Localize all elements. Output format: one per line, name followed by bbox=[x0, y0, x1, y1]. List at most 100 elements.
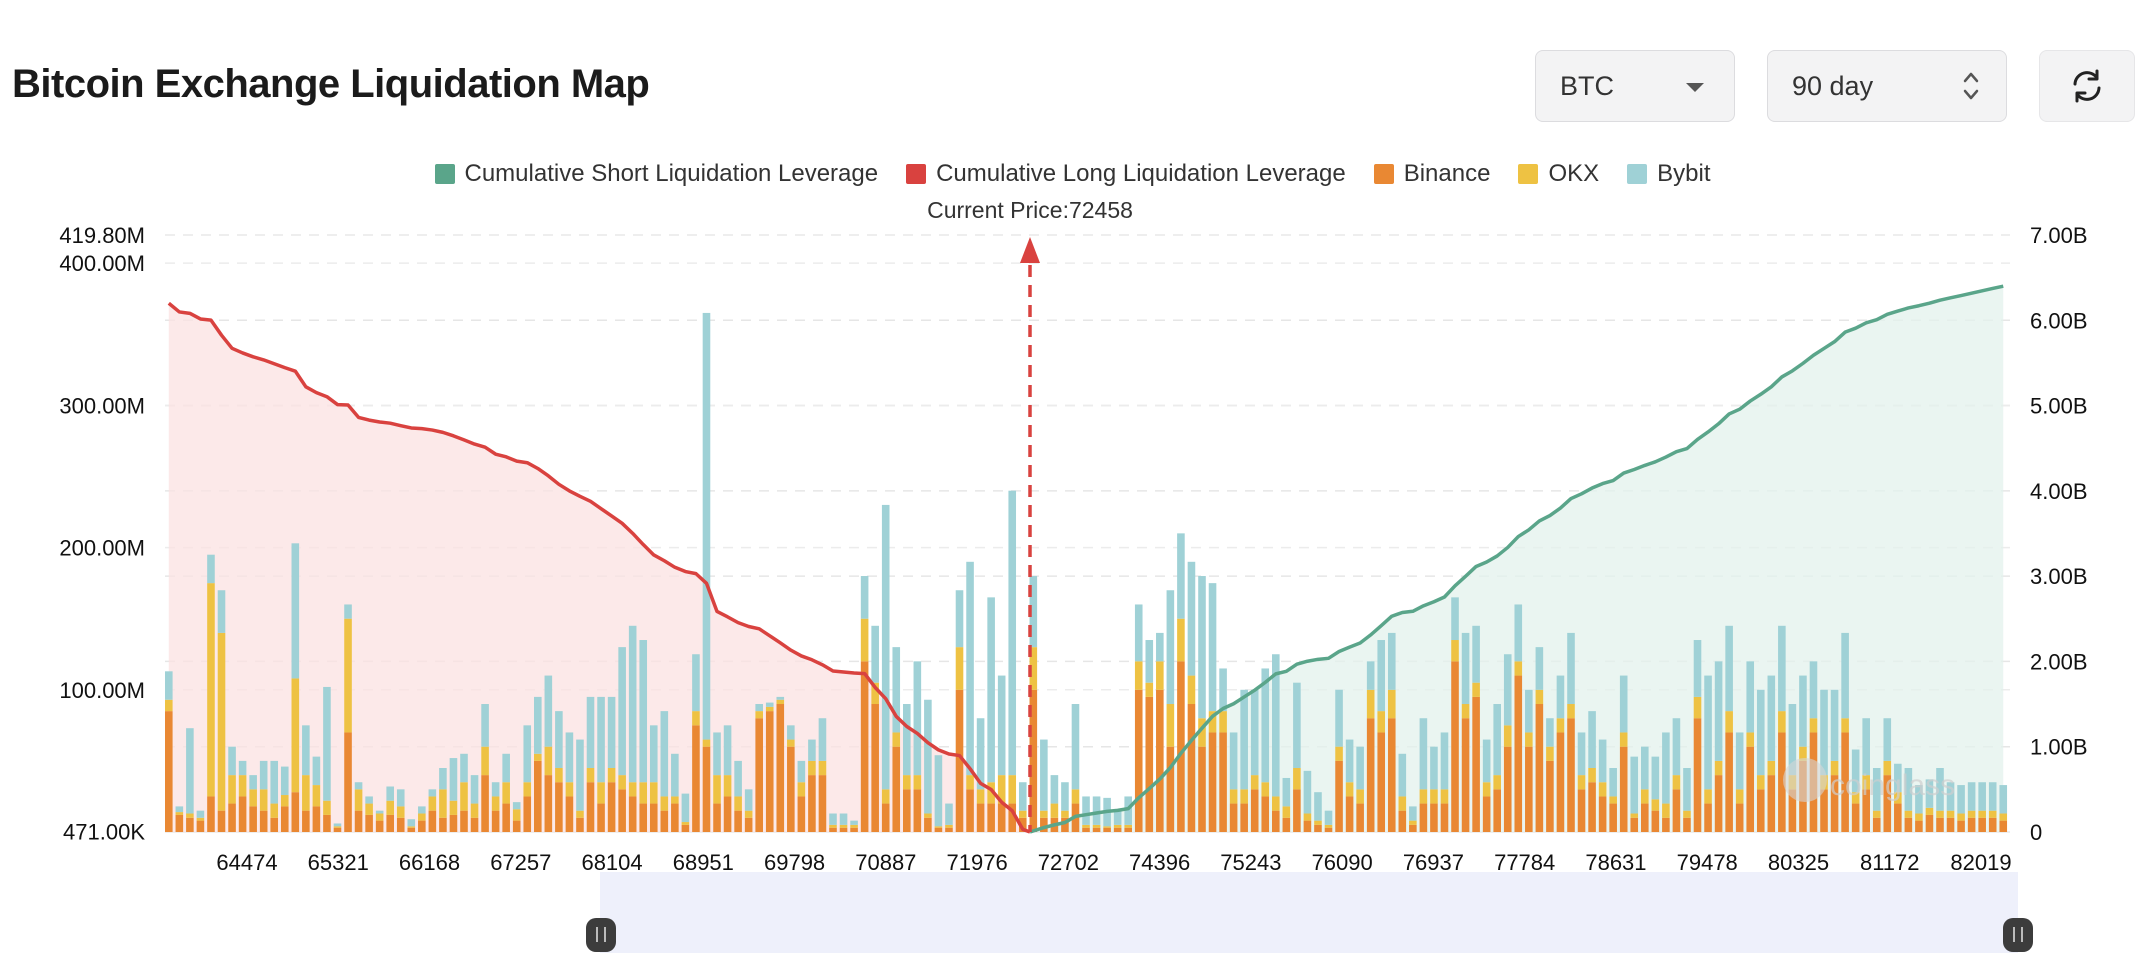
bar-bybit bbox=[1894, 763, 1902, 793]
range-slider-track[interactable] bbox=[600, 872, 2018, 953]
bar-bybit bbox=[544, 675, 553, 747]
bar-binance bbox=[270, 817, 279, 832]
bar-bybit bbox=[997, 675, 1006, 776]
bar-okx bbox=[1851, 792, 1860, 804]
bar-binance bbox=[1261, 796, 1270, 832]
bar-okx bbox=[1883, 760, 1892, 776]
bar-okx bbox=[966, 775, 974, 790]
bar-binance bbox=[1999, 820, 2008, 832]
bar-bybit bbox=[1778, 625, 1786, 712]
bar-bybit bbox=[1156, 632, 1164, 662]
x-axis-tick: 68951 bbox=[673, 850, 734, 875]
bar-okx bbox=[649, 782, 658, 804]
legend-swatch-bybit bbox=[1627, 164, 1648, 184]
x-axis-tick: 77784 bbox=[1494, 850, 1555, 875]
right-axis-label: 6.00B bbox=[2030, 308, 2088, 333]
bar-okx bbox=[1957, 813, 1965, 821]
bar-binance bbox=[1820, 789, 1828, 832]
legend-item-binance[interactable]: Binance bbox=[1373, 160, 1490, 188]
legend-label-bybit: Bybit bbox=[1657, 160, 1711, 187]
bar-binance bbox=[913, 789, 922, 832]
bar-binance bbox=[407, 827, 416, 832]
bar-okx bbox=[375, 813, 384, 821]
bar-okx bbox=[1862, 775, 1870, 790]
bar-bybit bbox=[1651, 756, 1660, 800]
bar-binance bbox=[1377, 732, 1386, 832]
bar-bybit bbox=[1166, 590, 1175, 705]
range-slider-right-handle[interactable] bbox=[2003, 918, 2033, 952]
right-axis-label: 7.00B bbox=[2030, 223, 2088, 248]
bar-binance bbox=[649, 803, 658, 832]
bar-okx bbox=[249, 789, 257, 807]
watermark-text: coinglass bbox=[1830, 769, 1955, 802]
bar-okx bbox=[555, 768, 563, 783]
bar-okx bbox=[1841, 718, 1849, 733]
coin-select[interactable]: BTC bbox=[1535, 50, 1735, 122]
bar-okx bbox=[1145, 682, 1154, 697]
bar-okx bbox=[1830, 760, 1839, 776]
bar-binance bbox=[1988, 817, 1997, 832]
bar-binance bbox=[955, 689, 964, 832]
bar-bybit bbox=[280, 766, 289, 796]
bar-binance bbox=[1851, 803, 1860, 832]
bar-okx bbox=[639, 782, 648, 804]
bar-binance bbox=[1630, 817, 1639, 832]
bar-okx bbox=[1567, 704, 1575, 719]
bar-bybit bbox=[1767, 675, 1776, 761]
bar-bybit bbox=[418, 806, 426, 814]
bar-okx bbox=[481, 746, 489, 776]
bar-binance bbox=[1862, 789, 1870, 832]
legend-item-bybit[interactable]: Bybit bbox=[1627, 160, 1711, 188]
bar-bybit bbox=[196, 810, 205, 818]
bar-binance bbox=[344, 732, 352, 832]
bar-binance bbox=[1830, 775, 1839, 832]
bar-bybit bbox=[618, 647, 626, 776]
updown-icon bbox=[1963, 72, 1979, 100]
range-slider-left-handle[interactable] bbox=[586, 918, 616, 952]
bar-okx bbox=[1735, 789, 1744, 804]
legend-item-long[interactable]: Cumulative Long Liquidation Leverage bbox=[906, 160, 1346, 188]
bar-bybit bbox=[344, 604, 352, 619]
bar-okx bbox=[1461, 704, 1470, 719]
left-axis-label: 100.00M bbox=[59, 678, 145, 703]
bar-okx bbox=[1693, 696, 1702, 719]
bar-okx bbox=[428, 796, 437, 811]
bar-bybit bbox=[1577, 732, 1586, 776]
bar-okx bbox=[1345, 782, 1354, 797]
bar-bybit bbox=[1451, 597, 1459, 641]
bar-binance bbox=[439, 817, 447, 832]
bar-okx bbox=[165, 699, 173, 712]
bar-bybit bbox=[871, 625, 879, 683]
bar-binance bbox=[544, 775, 553, 832]
bar-bybit bbox=[1714, 661, 1723, 761]
bar-binance bbox=[1440, 803, 1449, 832]
bar-bybit bbox=[1029, 576, 1038, 648]
refresh-button[interactable] bbox=[2039, 50, 2135, 122]
bar-okx bbox=[491, 796, 500, 811]
right-axis-label: 5.00B bbox=[2030, 394, 2088, 419]
bar-binance bbox=[1778, 732, 1786, 832]
bar-bybit bbox=[945, 803, 953, 825]
bar-bybit bbox=[165, 671, 173, 700]
bar-okx bbox=[1092, 824, 1101, 828]
bar-okx bbox=[175, 812, 184, 815]
bar-binance bbox=[1124, 827, 1132, 832]
bar-binance bbox=[934, 827, 943, 832]
bar-bybit bbox=[1851, 749, 1860, 793]
bar-okx bbox=[586, 768, 595, 783]
bar-okx bbox=[1324, 824, 1333, 828]
bar-binance bbox=[618, 789, 626, 832]
bar-okx bbox=[1598, 782, 1607, 797]
legend-item-short[interactable]: Cumulative Short Liquidation Leverage bbox=[434, 160, 878, 188]
legend-item-okx[interactable]: OKX bbox=[1518, 160, 1599, 188]
bar-bybit bbox=[1040, 739, 1048, 811]
bar-bybit bbox=[776, 696, 785, 700]
bar-okx bbox=[1156, 661, 1164, 690]
bar-okx bbox=[407, 826, 416, 828]
bar-bybit bbox=[238, 760, 247, 776]
bar-bybit bbox=[1187, 561, 1196, 676]
long-cumulative-line bbox=[167, 301, 1031, 834]
bar-okx bbox=[544, 746, 553, 776]
bar-binance bbox=[871, 704, 879, 832]
range-select[interactable]: 90 day bbox=[1767, 50, 2007, 122]
